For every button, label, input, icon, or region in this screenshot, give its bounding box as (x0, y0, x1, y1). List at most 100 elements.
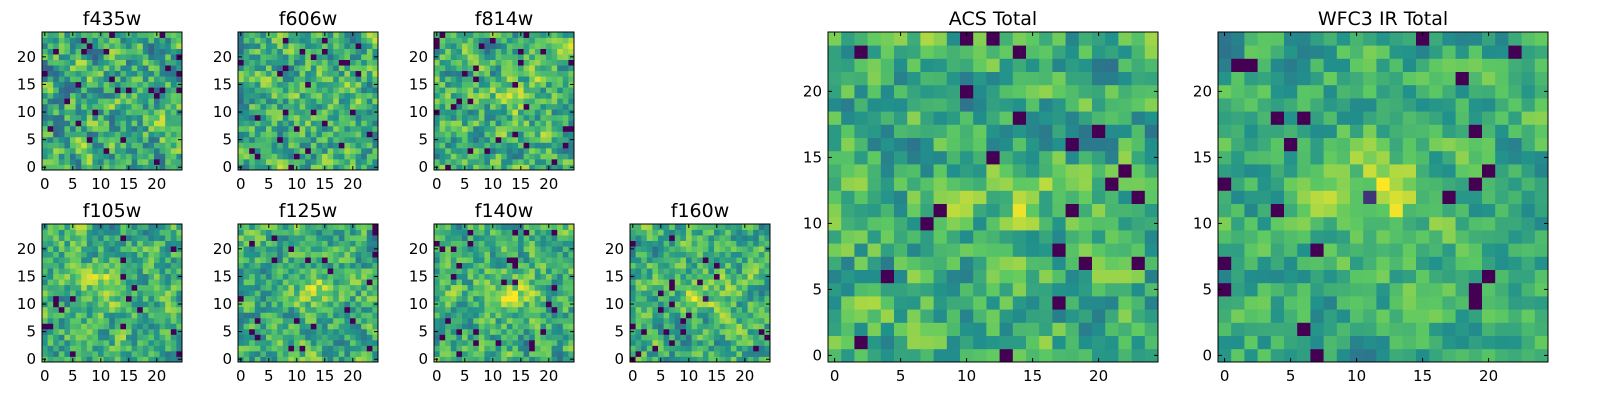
heatmap-cell (646, 257, 653, 264)
heatmap-cell (456, 334, 463, 341)
heatmap-cell (529, 32, 536, 38)
heatmap-cell (47, 350, 54, 357)
heatmap-cell (142, 87, 149, 94)
heatmap-cell (288, 301, 295, 308)
heatmap-cell (652, 323, 659, 330)
heatmap-cell (299, 48, 306, 55)
heatmap-cell (70, 323, 76, 330)
heatmap-cell (316, 32, 323, 38)
heatmap-cell (456, 103, 463, 110)
heatmap-cell (103, 339, 110, 346)
heatmap-cell (361, 32, 368, 38)
heatmap-cell (148, 92, 155, 99)
heatmap-cell (148, 164, 155, 171)
heatmap-cell (114, 251, 121, 258)
heatmap-cell (148, 257, 155, 264)
heatmap-cell (42, 114, 48, 121)
heatmap-cell (1012, 256, 1027, 270)
heatmap-cell (282, 48, 289, 55)
heatmap-cell (176, 224, 183, 230)
heatmap-cells (434, 224, 575, 363)
heatmap-cell (456, 54, 463, 60)
heatmap-cell (249, 356, 256, 363)
heatmap-cell (361, 120, 368, 127)
heatmap-cell (473, 317, 480, 324)
heatmap-cell (288, 103, 295, 110)
heatmap-cell (64, 339, 71, 346)
heatmap-cell (42, 43, 48, 49)
heatmap-cell (1039, 309, 1053, 323)
heatmap-cell (92, 224, 99, 230)
heatmap-cell (288, 312, 295, 319)
heatmap-cell (271, 76, 278, 83)
heatmap-cell (249, 43, 256, 49)
heatmap-cell (663, 268, 670, 275)
heatmap-cell (456, 257, 463, 264)
heatmap-cell (686, 284, 692, 291)
heatmap-cell (484, 257, 491, 264)
x-tick-label: 20 (539, 175, 558, 193)
heatmap-cell (159, 32, 166, 38)
heatmap-cell (1039, 335, 1053, 350)
heatmap-cell (562, 268, 569, 275)
heatmap-cell (70, 312, 76, 319)
heatmap-cell (338, 251, 345, 258)
heatmap-cell (450, 59, 457, 66)
heatmap-cell (154, 306, 160, 313)
heatmap-cell (154, 279, 160, 286)
heatmap-cell (669, 268, 676, 275)
heatmap-cell (126, 229, 132, 236)
heatmap-cell (854, 203, 868, 218)
heatmap-cell (299, 142, 306, 149)
heatmap-cell (243, 301, 250, 308)
heatmap-cell (288, 268, 295, 275)
heatmap-cell (86, 328, 93, 335)
heatmap-cell (355, 43, 362, 49)
heatmap-cell (501, 54, 508, 60)
heatmap-cell (361, 54, 368, 60)
heatmap-cell (159, 284, 166, 291)
heatmap-cell (53, 356, 60, 363)
heatmap-cell (294, 350, 300, 357)
heatmap-cell (366, 43, 373, 49)
heatmap-cell (310, 235, 317, 241)
heatmap-cell (64, 147, 71, 154)
heatmap-cell (327, 279, 334, 286)
heatmap-cell (439, 92, 446, 99)
heatmap-cell (641, 290, 648, 297)
heatmap-cell (305, 301, 312, 308)
heatmap-cell (103, 59, 110, 66)
heatmap-cell (669, 328, 676, 335)
heatmap-cell (753, 224, 760, 230)
heatmap-cell (523, 323, 530, 330)
heatmap-cell (282, 76, 289, 83)
heatmap-cell (1065, 269, 1080, 284)
heatmap-cell (70, 120, 76, 127)
heatmap-cell (137, 295, 144, 302)
heatmap-cell (490, 81, 496, 88)
heatmap-cell (159, 224, 166, 230)
heatmap-cell (366, 312, 373, 319)
heatmap-cell (841, 335, 855, 350)
heatmap-cell (920, 203, 934, 218)
heatmap-cell (327, 54, 334, 60)
heatmap-cell (641, 334, 648, 341)
heatmap-cell (663, 240, 670, 247)
heatmap-cell (109, 153, 116, 160)
heatmap-cell (467, 345, 474, 352)
heatmap-cell (736, 240, 743, 247)
heatmap-cell (920, 243, 934, 257)
heatmap-cell (501, 246, 508, 252)
heatmap-cell (243, 32, 250, 38)
axes-frame (237, 223, 379, 363)
heatmap-cell (546, 37, 552, 44)
heatmap-cell (333, 70, 340, 77)
heatmap-cell (126, 290, 132, 297)
heatmap-cell (361, 312, 368, 319)
heatmap-cell (663, 295, 670, 302)
heatmap-cell (973, 348, 987, 363)
heatmap-cell (366, 136, 373, 143)
heatmap-cell (64, 229, 71, 236)
heatmap-cell (310, 328, 317, 335)
